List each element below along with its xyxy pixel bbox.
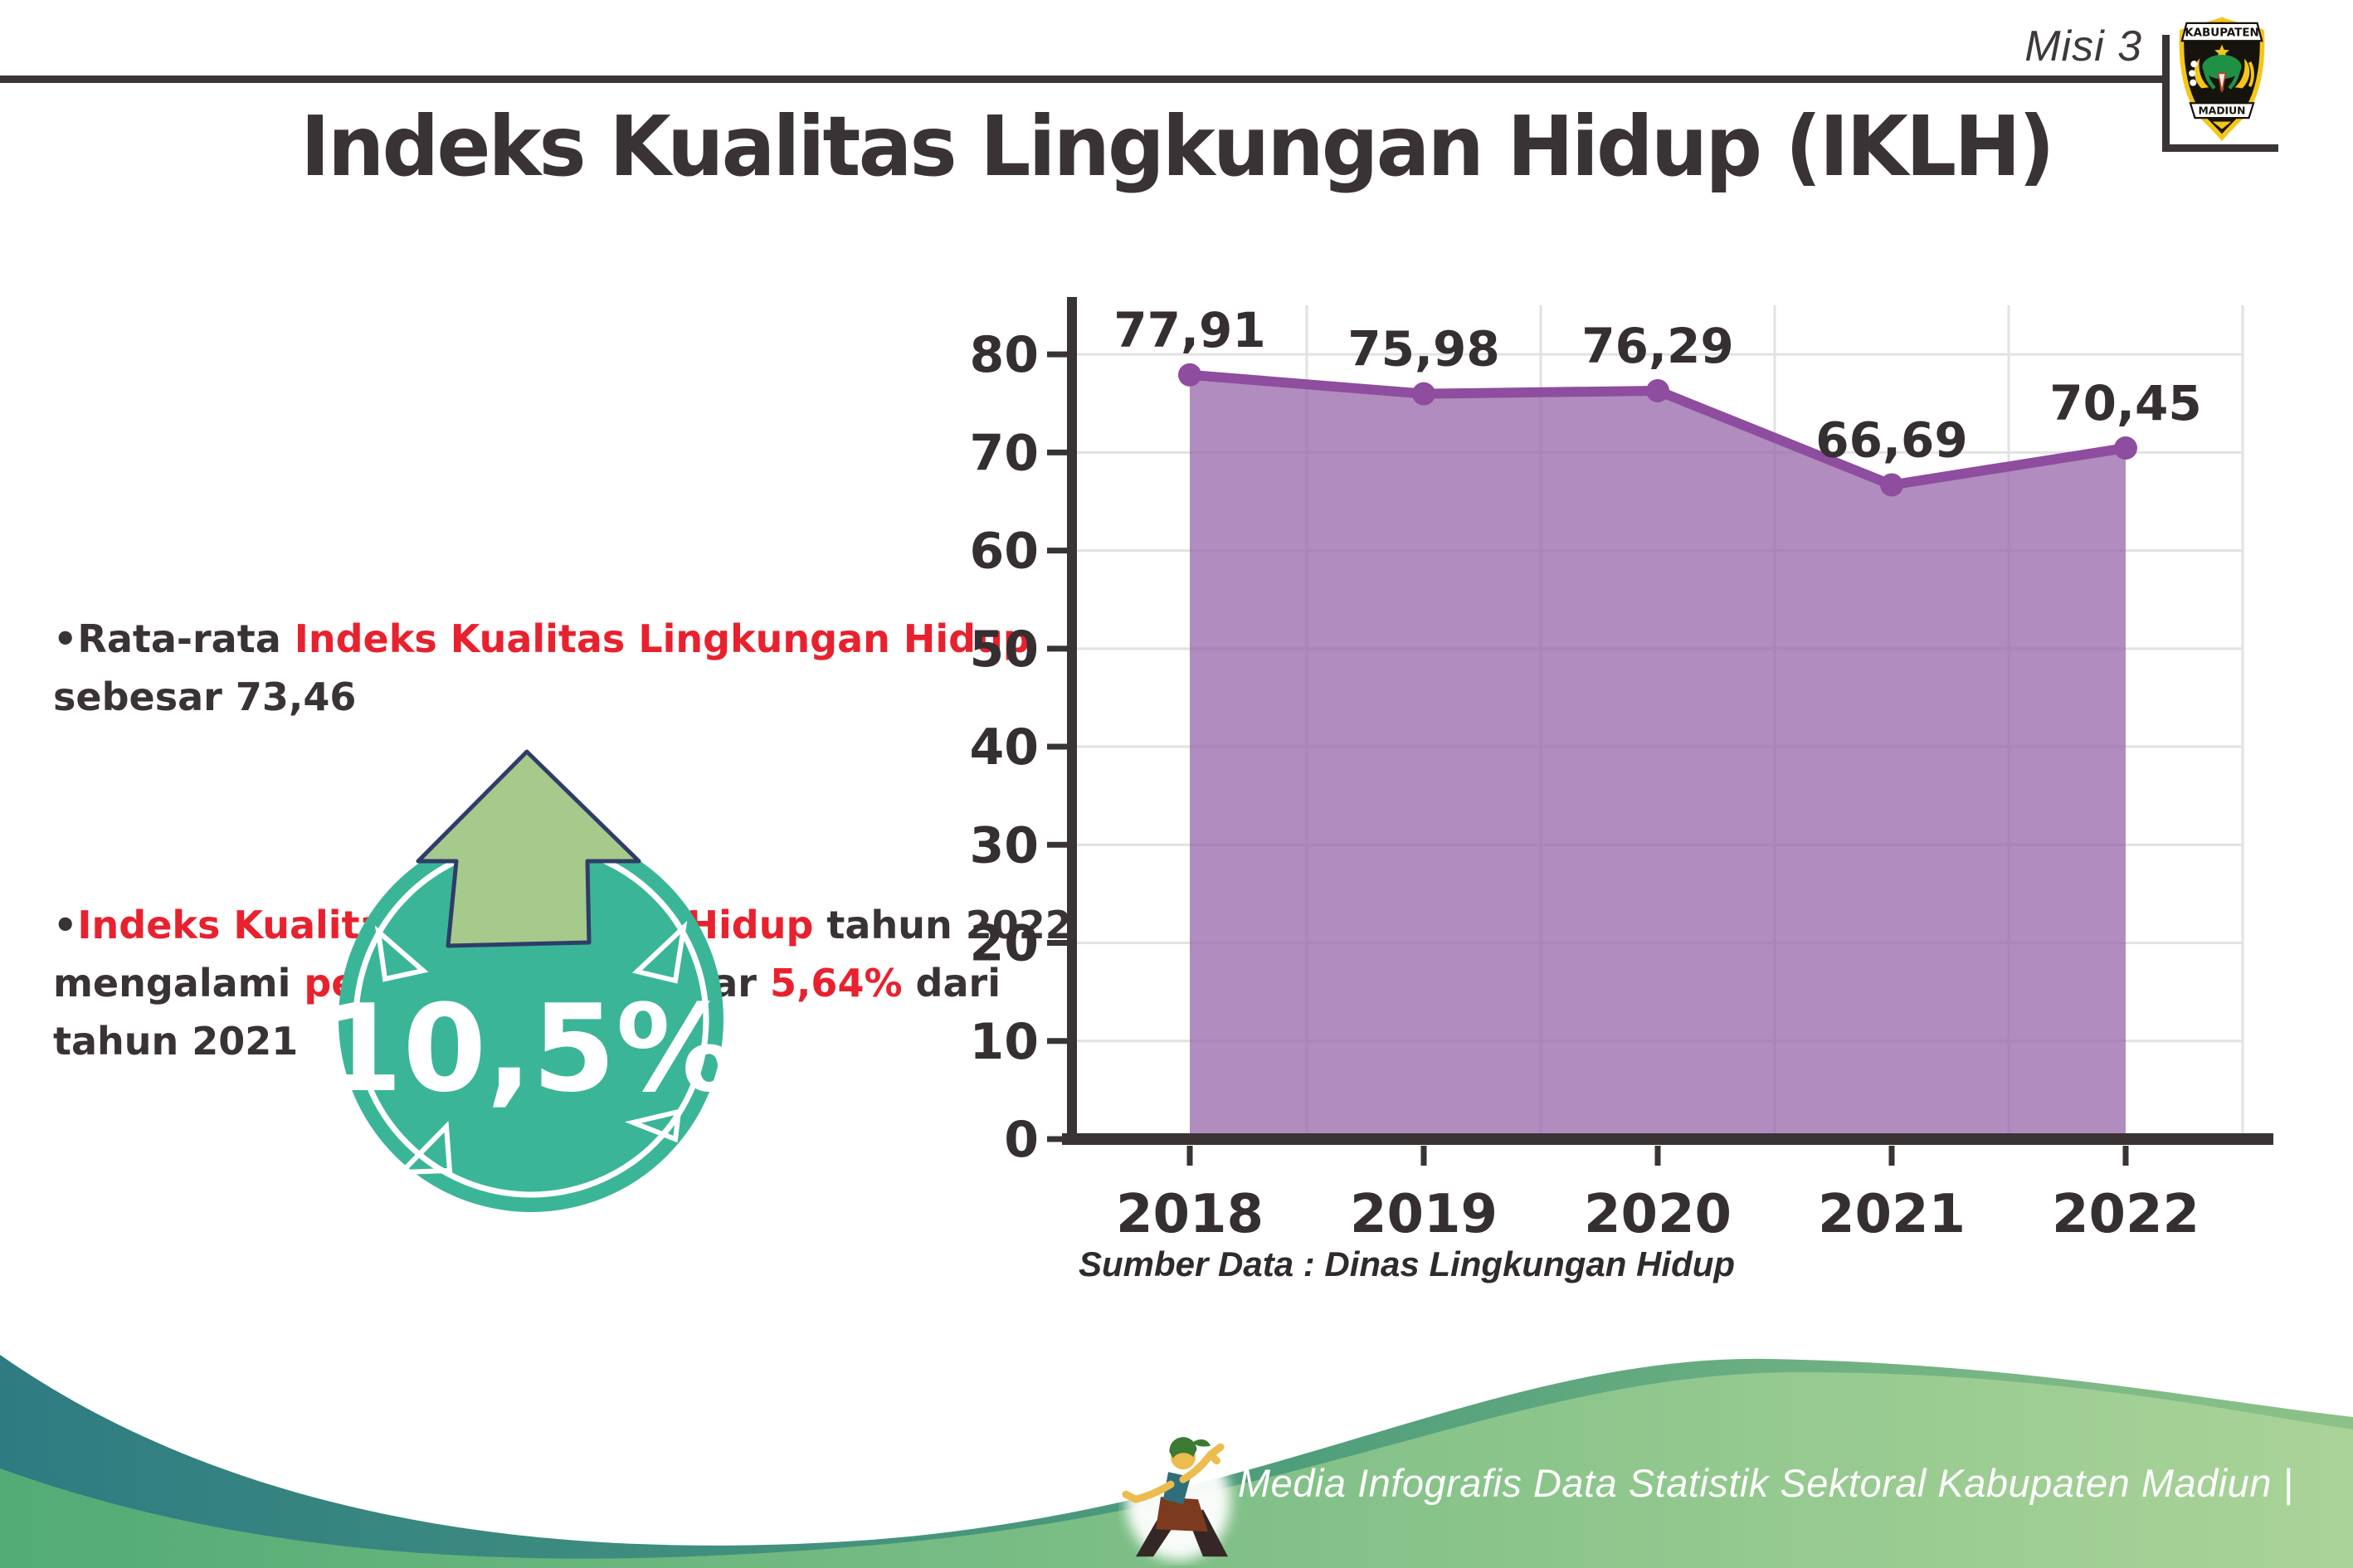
x-tick-label: 2019: [1350, 1184, 1498, 1245]
tree-trunk: [2217, 72, 2227, 92]
sparkle-triangle: [624, 1108, 682, 1143]
mascot-cap-leaf: [1193, 1439, 1211, 1447]
logo-frame-horizontal: [2162, 144, 2278, 152]
y-tick-label: 20: [970, 915, 1040, 973]
iklh-area-chart: 0 10 20 30 40 50 60 70 80 2018 2019 2020 2021 2022 77,…: [970, 297, 2273, 1245]
front-wave: [0, 1372, 2353, 1568]
data-point-marker: [2114, 436, 2137, 460]
data-point-label: 70,45: [2049, 375, 2201, 431]
y-tick-label: 50: [970, 621, 1040, 679]
up-arrow-icon: [416, 749, 641, 948]
mascot-side-arm: [1122, 1480, 1175, 1503]
x-tick-label: 2018: [1116, 1184, 1264, 1245]
badge-circle: [339, 827, 723, 1212]
data-point-marker: [1412, 382, 1435, 406]
sparkle-triangle: [631, 920, 688, 984]
bullet-average-iklh: •Rata-rata Indeks Kualitas Lingkungan Hi…: [53, 616, 1030, 719]
mascot-cap: [1169, 1437, 1197, 1458]
right-wing: [2234, 58, 2250, 89]
dancer-mascot-icon: [1122, 1437, 1230, 1561]
bottom-banner-ribbon: [2189, 102, 2255, 119]
footer-waves: [0, 1355, 2353, 1568]
banner-ornament: [2212, 121, 2232, 129]
rice-stalk: [2248, 61, 2254, 87]
x-tick-label: 2021: [1818, 1184, 1966, 1245]
badge-value: 10,5%: [319, 979, 736, 1119]
increase-badge: 10,5%: [319, 749, 737, 1212]
top-banner-ribbon: [2180, 22, 2263, 42]
left-wing: [2194, 58, 2209, 89]
y-tick-label: 60: [970, 523, 1040, 581]
top-banner-text: KABUPATEN: [2185, 27, 2259, 40]
x-tick-label: 2022: [2052, 1184, 2200, 1245]
sparkle-triangle: [395, 1121, 453, 1176]
bottom-banner-text: MADIUN: [2199, 105, 2246, 117]
cotton-boll: [2190, 61, 2198, 68]
tree-canopy: [2202, 55, 2242, 80]
data-point-label: 77,91: [1113, 302, 1265, 358]
cotton-boll: [2190, 79, 2197, 86]
mascot-raised-arm: [1179, 1443, 1225, 1483]
data-point-marker: [1178, 363, 1201, 387]
sparkle-triangle: [374, 925, 429, 982]
footer-caption: Media Infografis Data Statistik Sektoral…: [1238, 1461, 2294, 1505]
mascot-sarong: [1156, 1497, 1208, 1532]
y-tick-label: 30: [970, 816, 1040, 874]
header-rule: [0, 75, 2165, 83]
y-tick-label: 40: [970, 718, 1040, 777]
mission-label: Misi 3: [2024, 22, 2142, 71]
cotton-boll: [2189, 70, 2196, 77]
data-point-label: 66,69: [1815, 411, 1967, 468]
y-tick-label: 0: [1004, 1111, 1039, 1169]
data-source-caption: Sumber Data : Dinas Lingkungan Hidup: [1079, 1244, 1736, 1283]
kabupaten-madiun-emblem-icon: KABUPATEN MADIUN: [2179, 17, 2265, 141]
logo-frame-vertical: [2162, 35, 2170, 152]
data-point-label: 75,98: [1347, 321, 1499, 377]
page-title: Indeks Kualitas Lingkungan Hidup (IKLH): [300, 98, 2055, 195]
data-point-label: 76,29: [1581, 318, 1733, 374]
data-point-marker: [1880, 473, 1903, 497]
area-fill: [1190, 374, 2126, 1139]
y-tick-label: 70: [970, 424, 1040, 482]
data-point-marker: [1646, 378, 1669, 402]
x-tick-label: 2020: [1584, 1184, 1732, 1245]
y-tick-label: 80: [970, 326, 1040, 384]
y-tick-label: 10: [970, 1013, 1040, 1071]
